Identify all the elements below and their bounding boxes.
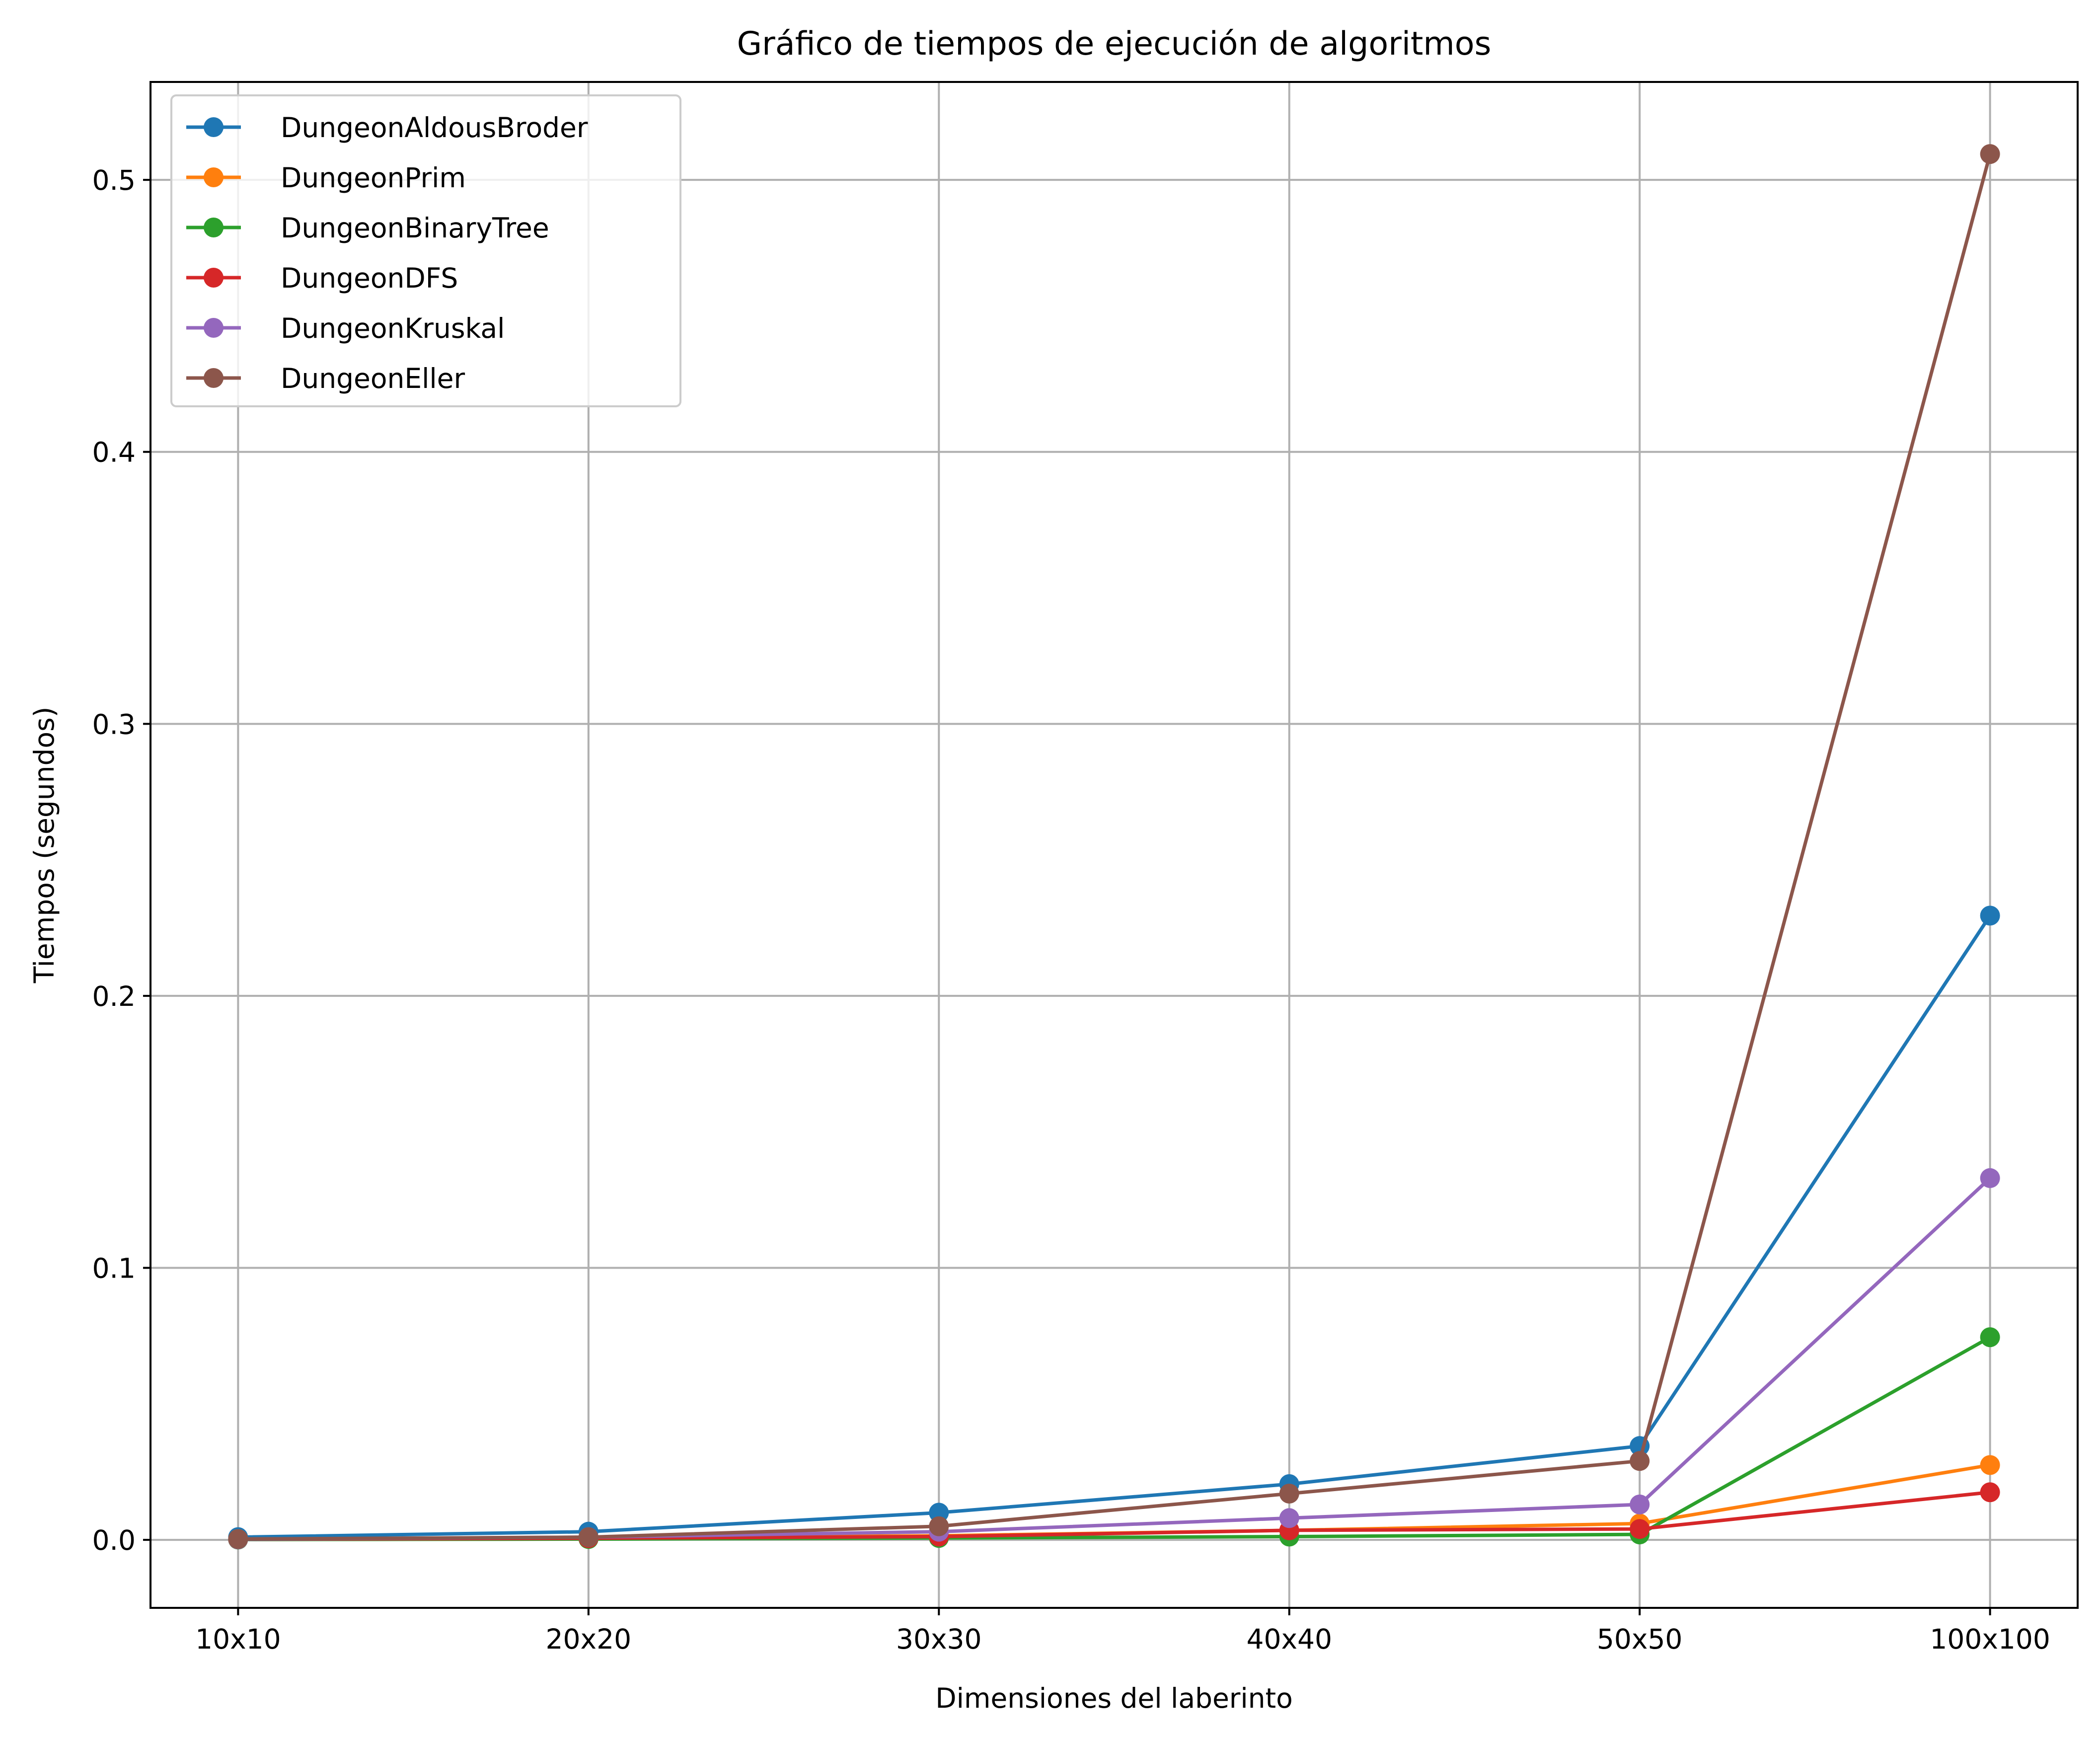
data-point — [1980, 906, 2000, 926]
legend-label: DungeonPrim — [281, 162, 466, 194]
data-point — [228, 1529, 248, 1549]
legend-marker — [204, 167, 224, 187]
legend-item: DungeonEller — [186, 363, 465, 394]
data-point — [1980, 1168, 2000, 1188]
data-point — [1980, 1455, 2000, 1475]
y-tick-label: 0.1 — [92, 1253, 136, 1285]
x-tick-label: 20x20 — [546, 1623, 632, 1655]
data-point — [1279, 1484, 1299, 1504]
y-tick-label: 0.4 — [92, 437, 136, 468]
legend-marker — [204, 318, 224, 338]
legend-item: DungeonAldousBroder — [186, 112, 588, 144]
legend-marker — [204, 117, 224, 137]
x-tick-label: 10x10 — [195, 1623, 281, 1655]
legend-label: DungeonBinaryTree — [281, 212, 549, 244]
series-lines — [228, 144, 2000, 1550]
legend-item: DungeonKruskal — [186, 312, 505, 344]
data-point — [1279, 1508, 1299, 1528]
legend-item: DungeonDFS — [186, 262, 458, 294]
x-axis-label: Dimensiones del laberinto — [935, 1682, 1293, 1714]
chart-title: Gráfico de tiempos de ejecución de algor… — [737, 25, 1492, 63]
grid — [150, 82, 2078, 1608]
legend-label: DungeonEller — [281, 363, 465, 394]
y-axis-label: Tiempos (segundos) — [28, 707, 60, 984]
legend-marker — [204, 268, 224, 288]
y-tick-label: 0.5 — [92, 164, 136, 196]
legend-item: DungeonPrim — [186, 162, 466, 194]
x-tick-label: 100x100 — [1930, 1623, 2050, 1655]
data-point — [929, 1503, 949, 1523]
data-point — [1630, 1494, 1650, 1514]
data-point — [578, 1527, 599, 1547]
series-line — [236, 913, 1993, 1539]
y-tick-label: 0.3 — [92, 708, 136, 740]
legend-label: DungeonAldousBroder — [281, 112, 588, 144]
series-line — [236, 151, 1992, 1541]
legend: DungeonAldousBroder DungeonPrim DungeonBin… — [170, 94, 681, 407]
legend-box — [170, 94, 681, 407]
legend-label: DungeonDFS — [281, 262, 458, 294]
axis-ticks: 10x10 20x20 30x30 40x40 50x50 100x100 0.0 0.1 0.… — [92, 164, 2050, 1655]
data-point — [1630, 1451, 1650, 1471]
legend-item: DungeonBinaryTree — [186, 212, 549, 244]
data-point — [1980, 144, 2000, 164]
x-tick-label: 30x30 — [896, 1623, 982, 1655]
legend-marker — [204, 368, 224, 388]
legend-marker — [204, 218, 224, 237]
y-tick-label: 0.0 — [92, 1524, 136, 1556]
legend-label: DungeonKruskal — [281, 312, 505, 344]
x-tick-label: 40x40 — [1246, 1623, 1332, 1655]
data-point — [1630, 1519, 1650, 1539]
data-point — [929, 1516, 949, 1536]
series-DungeonEller — [228, 144, 2000, 1549]
plot-frame — [150, 81, 2079, 1609]
data-point — [1980, 1482, 2000, 1503]
data-point — [1980, 1327, 2000, 1348]
y-tick-label: 0.2 — [92, 981, 136, 1012]
x-tick-label: 50x50 — [1597, 1623, 1683, 1655]
